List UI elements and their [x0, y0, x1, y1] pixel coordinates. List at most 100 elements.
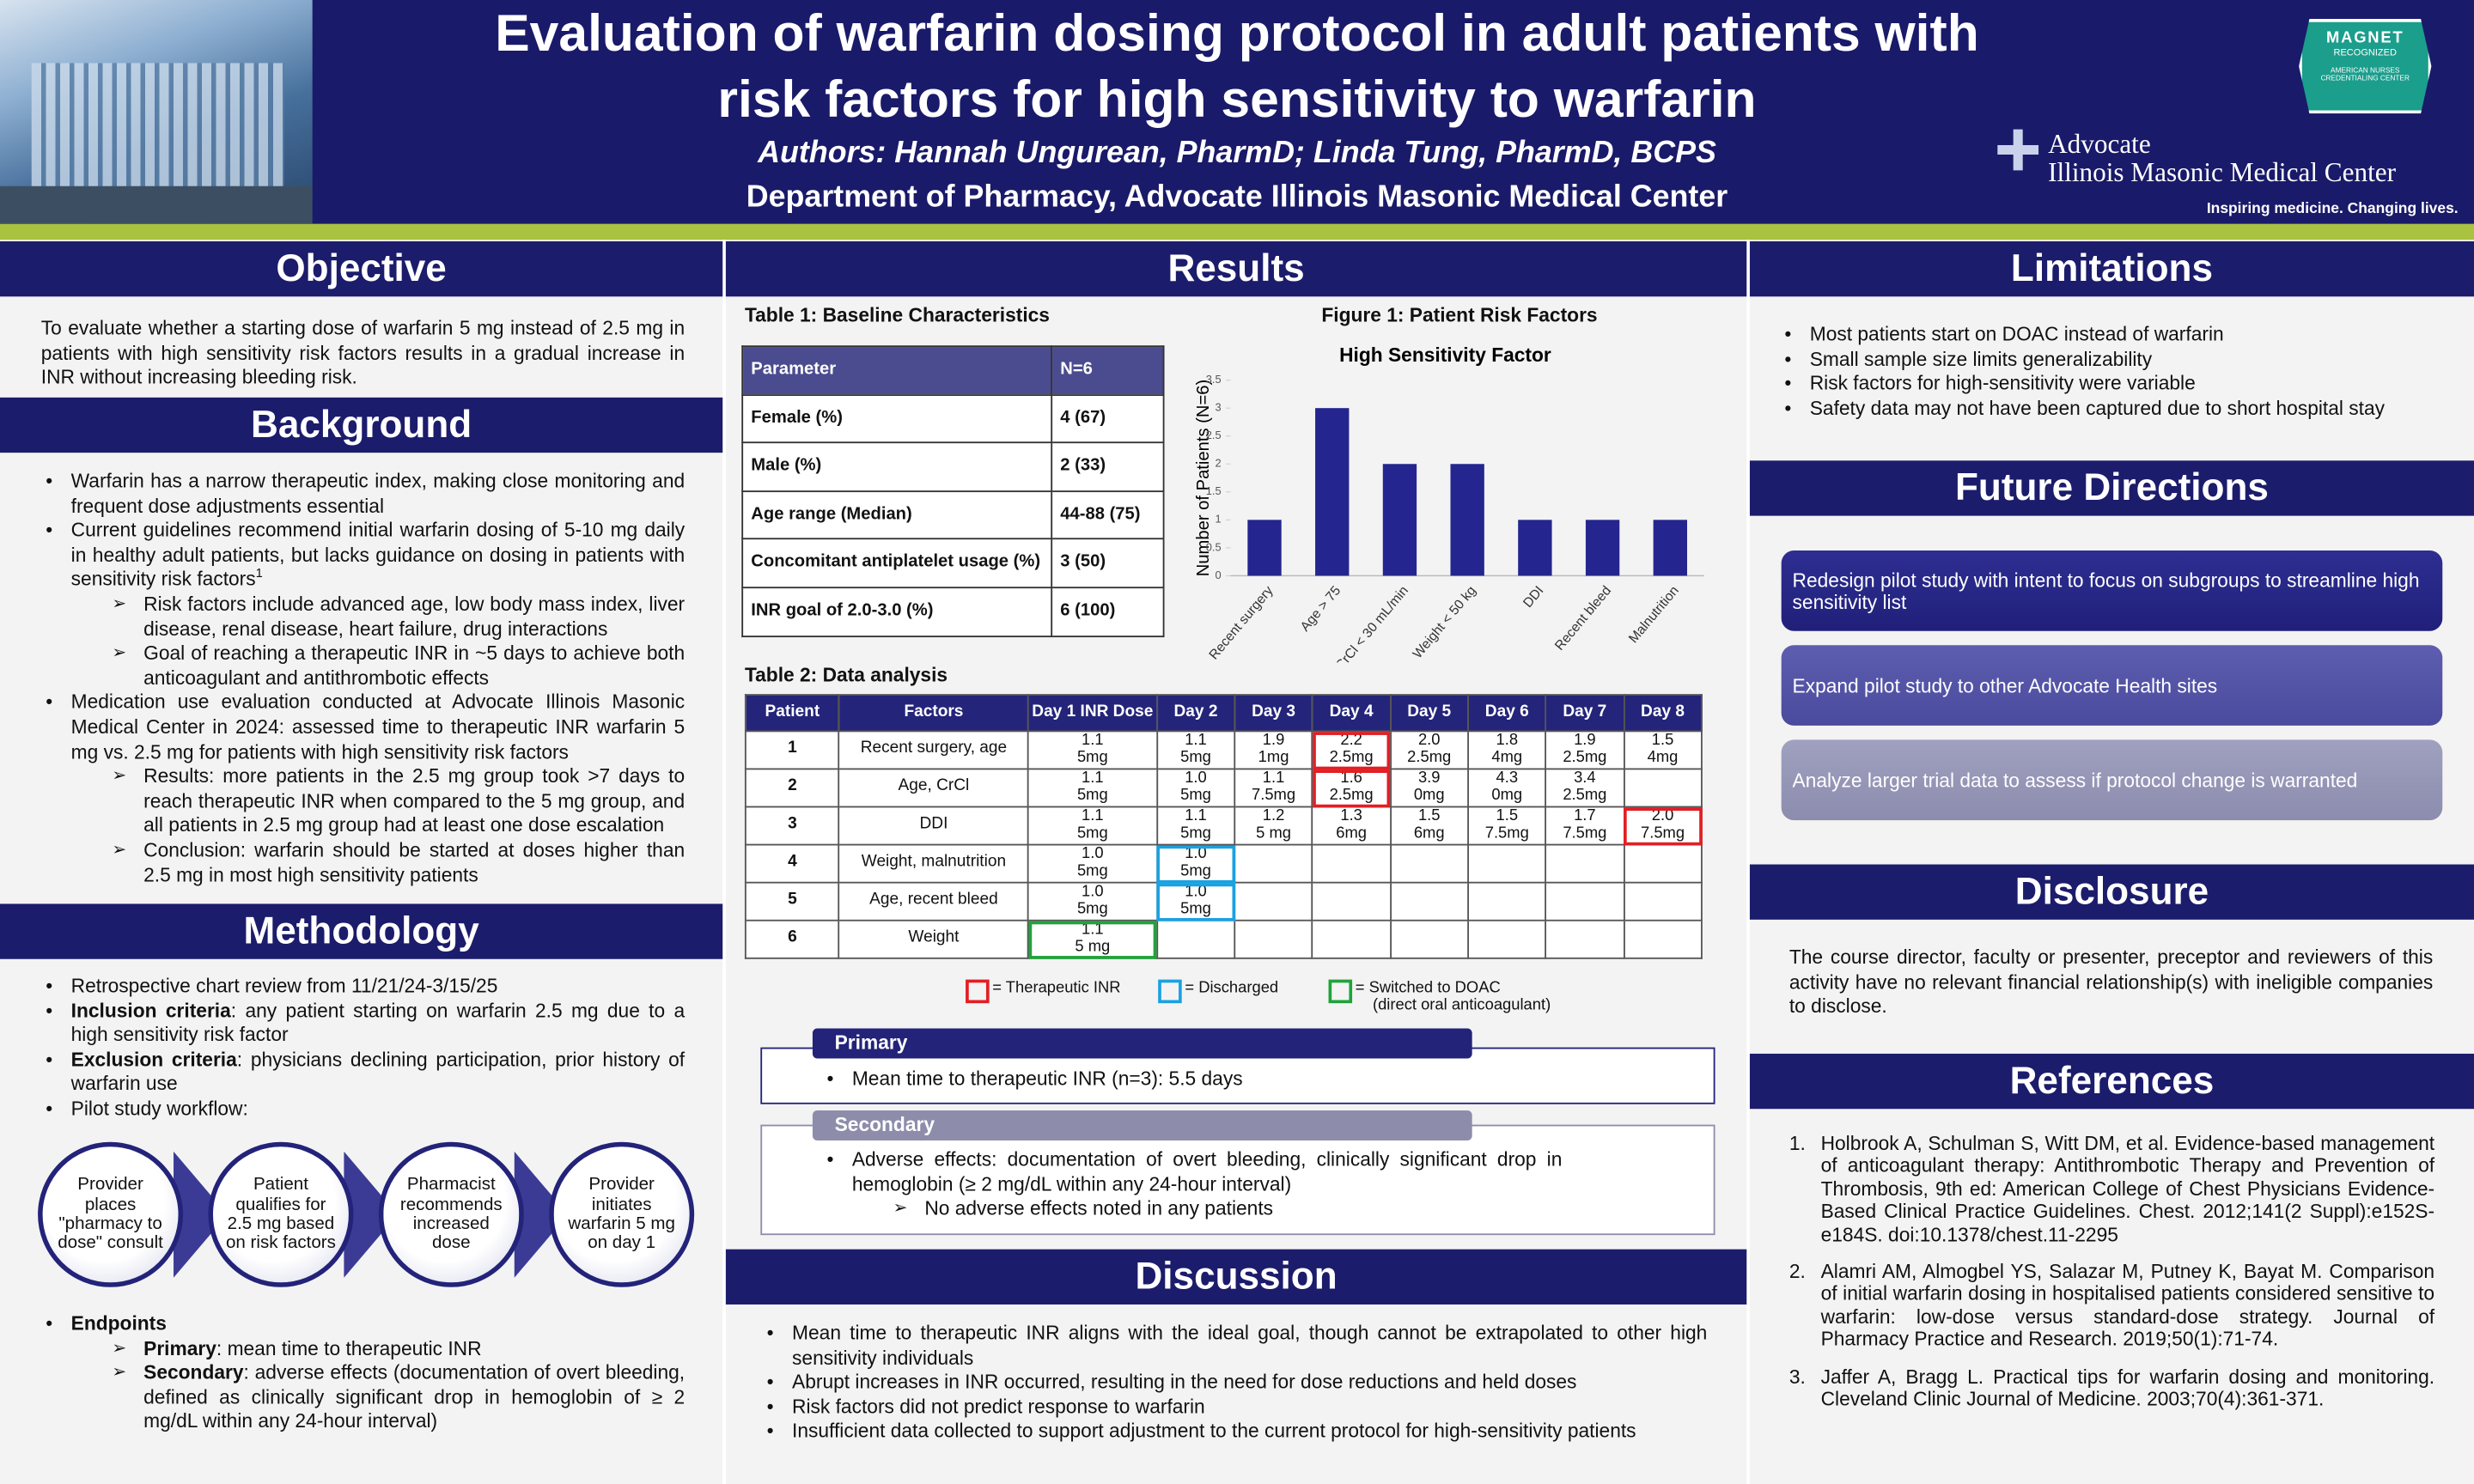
- list-item: No adverse effects noted in any patients: [893, 1197, 1563, 1222]
- list-item: Risk factors include advanced age, low b…: [112, 593, 685, 642]
- badge-text: AMERICAN NURSES CREDENTIALING CENTER: [2320, 66, 2410, 82]
- item-text: Most patients start on DOAC instead of w…: [1809, 323, 2224, 346]
- list: Warfarin has a narrow therapeutic index,…: [40, 470, 685, 888]
- table-cell: Age range (Median): [741, 490, 1053, 540]
- table-header-cell: Day 2: [1155, 694, 1236, 733]
- chart: High Sensitivity Factor Number of Patien…: [1194, 344, 1704, 662]
- table-cell: 1.1 7.5mg: [1234, 768, 1313, 808]
- dose-value: 5mg: [1076, 861, 1108, 879]
- item-text: Risk factors did not predict response to…: [792, 1396, 1205, 1418]
- inr-value: 1.1: [1082, 807, 1104, 825]
- item-text: No adverse effects noted in any patients: [924, 1197, 1274, 1220]
- inr-value: 4.3: [1496, 769, 1519, 788]
- reference-number: 2.: [1788, 1260, 1806, 1283]
- table-cell: [1623, 919, 1703, 959]
- column-divider: [722, 240, 726, 1484]
- table-cell: INR goal of 2.0-3.0 (%): [741, 587, 1053, 637]
- list-item: Exclusion criteria: physicians declining…: [40, 1049, 685, 1098]
- item-text: Warfarin has a narrow therapeutic index,…: [70, 470, 686, 517]
- table-header-cell: Day 3: [1234, 694, 1313, 733]
- list-item: Mean time to therapeutic INR (n=3): 5.5 …: [820, 1067, 1688, 1092]
- list-item: Risk factors for high-sensitivity were v…: [1778, 373, 2440, 398]
- section-header: Discussion: [725, 1249, 1747, 1305]
- table-row: 5 Age, recent bleed 1.0 5mg 1.0 5mg: [744, 881, 1703, 921]
- table-cell: 2.0 2.5mg: [1389, 730, 1469, 770]
- item-text: : any patient starting on warfarin 2.5 m…: [70, 999, 686, 1047]
- list-item: Medication use evaluation conducted at A…: [40, 691, 685, 888]
- list: Risk factors include advanced age, low b…: [112, 593, 685, 692]
- inr-value: 1.1: [1082, 769, 1104, 788]
- x-tick-label: CrCl < 30 mL/min: [1333, 583, 1411, 662]
- legend-text: = Discharged: [1185, 979, 1279, 997]
- workflow-step: Provider initiates warfarin 5 mg on day …: [549, 1141, 695, 1287]
- list: Retrospective chart review from 11/21/24…: [40, 975, 685, 1122]
- table-cell: [1623, 881, 1703, 921]
- table-cell: 4.3 0mg: [1467, 768, 1547, 808]
- table-cell: 1.6 2.5mg: [1311, 768, 1392, 808]
- table-cell: [1467, 881, 1547, 921]
- table-cell: [1623, 843, 1703, 884]
- table-row: INR goal of 2.0-3.0 (%) 6 (100): [741, 587, 1165, 637]
- table-cell: [1467, 919, 1547, 959]
- table-cell: Age, recent bleed: [838, 881, 1029, 921]
- dose-value: 2.5mg: [1407, 748, 1452, 766]
- logo-tagline: Inspiring medicine. Changing lives.: [2206, 200, 2459, 218]
- legend-swatch: [966, 979, 990, 1004]
- item-text: Risk factors for high-sensitivity were v…: [1809, 372, 2196, 395]
- inr-value: 1.1: [1185, 807, 1207, 825]
- table-row: Male (%) 2 (33): [741, 441, 1165, 492]
- item-text: Insufficient data collected to support a…: [792, 1420, 1636, 1443]
- table-cell: 1.5 6mg: [1389, 806, 1469, 846]
- logo-cross: [1997, 129, 2039, 171]
- dose-value: 0mg: [1491, 786, 1523, 804]
- section-header: Future Directions: [1749, 460, 2474, 516]
- table-header-cell: Day 5: [1389, 694, 1469, 733]
- reference: 1. Holbrook A, Schulman S, Witt DM, et al…: [1789, 1133, 2434, 1246]
- reference-text: Alamri AM, Almogbel YS, Salazar M, Putne…: [1820, 1260, 2435, 1351]
- section-header: Objective: [0, 241, 723, 297]
- table-cell: 44-88 (75): [1051, 490, 1165, 540]
- disclosure-text: The course director, faculty or presente…: [1788, 946, 2434, 1019]
- item-text: : adverse effects (documentation of over…: [143, 1361, 686, 1433]
- table-cell: [1311, 881, 1392, 921]
- legend-note: (direct oral anticoagulant): [1372, 996, 1551, 1015]
- item-text: : physicians declining participation, pr…: [70, 1049, 686, 1096]
- table-header-cell: Day 8: [1623, 694, 1703, 733]
- table-row: Age range (Median) 44-88 (75): [741, 490, 1165, 540]
- item-text: Risk factors include advanced age, low b…: [143, 593, 686, 640]
- item-text: Abrupt increases in INR occurred, result…: [792, 1371, 1577, 1394]
- table-cell: Weight, malnutrition: [838, 843, 1029, 884]
- table-cell: 1.7 7.5mg: [1545, 806, 1625, 846]
- reference: 2. Alamri AM, Almogbel YS, Salazar M, Put…: [1789, 1261, 2434, 1352]
- future-box: Redesign pilot study with intent to focu…: [1781, 550, 2443, 631]
- table-row: 1 Recent surgery, age 1.1 5mg 1.1 5mg 1.9 1mg 2.…: [744, 730, 1703, 770]
- list-item: Primary: mean time to therapeutic INR: [112, 1337, 685, 1362]
- magnet-badge: MAGNET RECOGNIZED AMERICAN NURSES CREDEN…: [2299, 19, 2432, 114]
- list: No adverse effects noted in any patients: [893, 1197, 1563, 1222]
- list-item: Most patients start on DOAC instead of w…: [1778, 324, 2440, 349]
- inr-value: 1.1: [1262, 769, 1285, 788]
- workflow-step: Provider places "pharmacy to dose" consu…: [38, 1141, 184, 1287]
- list-item: Retrospective chart review from 11/21/24…: [40, 975, 685, 1000]
- table-cell: Female (%): [741, 393, 1053, 444]
- inr-value: 1.1: [1082, 921, 1104, 940]
- bar: [1585, 520, 1620, 576]
- dose-value: 5mg: [1076, 748, 1108, 766]
- inr-value: 1.1: [1185, 732, 1207, 750]
- dose-value: 5mg: [1180, 824, 1211, 842]
- table-cell: 5: [744, 881, 840, 921]
- list-item: Mean time to therapeutic INR aligns with…: [760, 1322, 1708, 1371]
- list: Most patients start on DOAC instead of w…: [1778, 324, 2440, 423]
- list: Adverse effects: documentation of overt …: [820, 1148, 1562, 1222]
- secondary-tab: Secondary: [812, 1110, 1472, 1140]
- inr-value: 1.0: [1082, 883, 1104, 901]
- secondary-list: Adverse effects: documentation of overt …: [820, 1148, 1562, 1222]
- inr-value: 2.0: [1651, 807, 1674, 825]
- table-cell: DDI: [838, 806, 1029, 846]
- inr-value: 1.5: [1496, 807, 1519, 825]
- x-tick-label: DDI: [1520, 583, 1546, 611]
- x-tick-label: Weight < 50 kg: [1411, 583, 1479, 661]
- y-tick-label: 1: [1215, 513, 1221, 526]
- dose-value: 7.5mg: [1563, 824, 1607, 842]
